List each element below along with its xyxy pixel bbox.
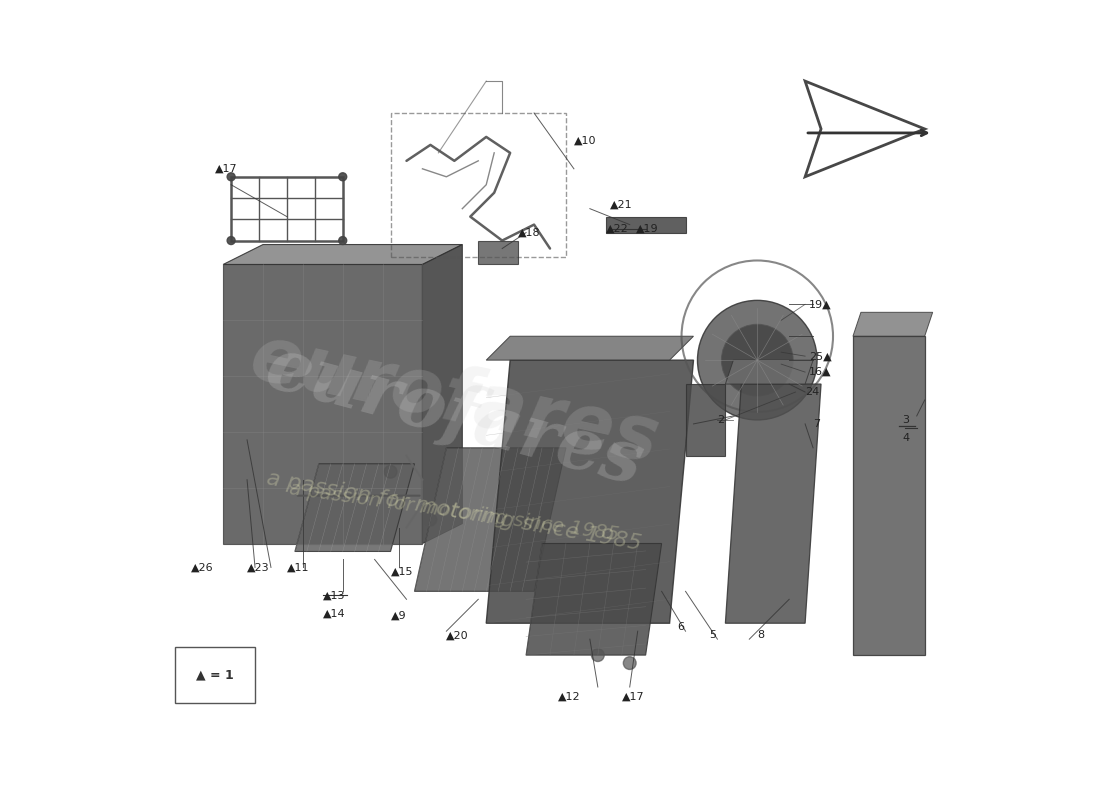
Text: ▲ = 1: ▲ = 1 (196, 669, 234, 682)
Text: ▲13: ▲13 (322, 590, 345, 600)
Text: ▲20: ▲20 (447, 630, 469, 640)
Text: ▲19: ▲19 (636, 223, 659, 234)
Text: 5: 5 (710, 630, 716, 640)
Text: ▲17: ▲17 (621, 691, 645, 702)
Text: ▲18: ▲18 (518, 227, 541, 238)
Text: a passion for motoring since 1985: a passion for motoring since 1985 (288, 479, 620, 544)
Polygon shape (295, 464, 415, 551)
Text: 3: 3 (902, 415, 910, 425)
Circle shape (592, 649, 604, 662)
Text: ▲26: ▲26 (191, 562, 213, 573)
Text: 25▲: 25▲ (810, 351, 832, 361)
Circle shape (697, 300, 817, 420)
Text: ▲15: ▲15 (390, 566, 414, 577)
Text: a passion for motoring since 1985: a passion for motoring since 1985 (265, 469, 644, 554)
Polygon shape (415, 448, 565, 591)
Polygon shape (422, 245, 462, 543)
Circle shape (722, 324, 793, 396)
Circle shape (624, 657, 636, 670)
Text: 24: 24 (805, 387, 820, 397)
Text: 19▲: 19▲ (810, 299, 832, 310)
Circle shape (339, 237, 346, 245)
Polygon shape (526, 543, 661, 655)
Text: ▲10: ▲10 (574, 136, 596, 146)
Text: ▲17: ▲17 (216, 164, 238, 174)
Text: 16▲: 16▲ (810, 367, 832, 377)
Polygon shape (725, 384, 821, 623)
Text: ▲11: ▲11 (287, 562, 309, 573)
Polygon shape (223, 265, 422, 543)
Text: ▲14: ▲14 (322, 609, 345, 618)
Text: ▲21: ▲21 (609, 200, 632, 210)
Polygon shape (606, 217, 685, 233)
Text: 7: 7 (813, 419, 821, 429)
Polygon shape (725, 360, 813, 384)
Text: ▲23: ▲23 (248, 562, 270, 573)
Text: eurofares: eurofares (257, 331, 651, 500)
Text: 2: 2 (717, 415, 725, 425)
Text: 4: 4 (902, 434, 910, 443)
Circle shape (339, 173, 346, 181)
Circle shape (227, 237, 235, 245)
Text: ▲9: ▲9 (390, 610, 406, 620)
Circle shape (384, 466, 397, 478)
Polygon shape (478, 241, 518, 265)
Text: 8: 8 (757, 630, 764, 640)
Polygon shape (852, 312, 933, 336)
Circle shape (227, 173, 235, 181)
Text: 6: 6 (678, 622, 684, 632)
Text: ▲22: ▲22 (606, 223, 629, 234)
Polygon shape (486, 360, 693, 623)
Polygon shape (223, 245, 462, 265)
Text: ▲12: ▲12 (558, 691, 581, 702)
Circle shape (424, 514, 437, 526)
Polygon shape (852, 336, 925, 655)
Polygon shape (685, 384, 725, 456)
Polygon shape (486, 336, 693, 360)
Text: eurofares: eurofares (243, 321, 666, 479)
